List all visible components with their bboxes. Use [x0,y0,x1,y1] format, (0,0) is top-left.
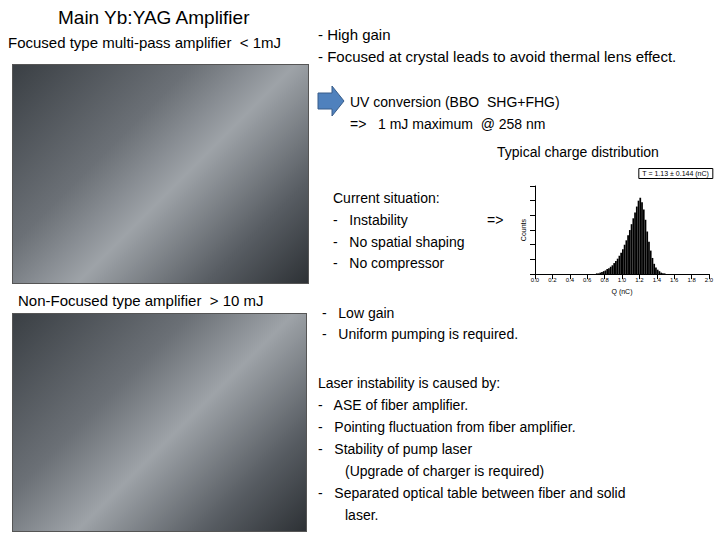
svg-text:1.8: 1.8 [687,277,696,283]
svg-text:0.0: 0.0 [531,277,540,283]
html-text:Main Yb:YAG Amplifier: Main Yb:YAG Amplifier [58,7,250,28]
svg-text:1.0: 1.0 [618,277,627,283]
html-text:- Uniform pumping is required.: - Uniform pumping is required. [322,326,519,342]
svg-text:1.2: 1.2 [635,277,644,283]
html-text:laser.: laser. [345,507,379,523]
html-text:Focused type multi-pass amplif: Focused type multi-pass amplifier < 1mJ [8,34,281,51]
svg-text:0.2: 0.2 [548,277,557,283]
svg-text:T = 1.13 ± 0.144 (nC): T = 1.13 ± 0.144 (nC) [642,170,709,178]
html-text:- Instability: - Instability [333,212,408,228]
html-text:Laser instability is caused by: Laser instability is caused by: [318,375,501,391]
html-text:Typical charge distribution: Typical charge distribution [497,144,659,160]
html-text:=> 1 mJ maximum @ 258 nm: => 1 mJ maximum @ 258 nm [350,116,546,132]
html-text:- Low gain: - Low gain [322,305,395,321]
html-text:- Pointing fluctuation from fi: - Pointing fluctuation from fiber amplif… [318,419,576,435]
svg-text:1.6: 1.6 [670,277,679,283]
html-text:Current situation:: Current situation: [333,190,440,206]
html-text:- No compressor: - No compressor [333,255,445,271]
svg-text:0.8: 0.8 [600,277,609,283]
svg-text:2.0: 2.0 [705,277,714,283]
html-text:- ASE of fiber amplifier.: - ASE of fiber amplifier. [318,397,469,413]
svg-text:0.6: 0.6 [583,277,592,283]
html-text:- No spatial shaping: - No spatial shaping [333,233,465,250]
html-text:Non-Focused type amplifier > 1: Non-Focused type amplifier > 10 mJ [18,292,264,309]
svg-text:Counts: Counts [520,218,527,241]
svg-text:0.4: 0.4 [566,277,575,283]
html-text:- Separated optical table betw: - Separated optical table between fiber … [318,485,626,501]
html-text:- Focused at crystal leads to: - Focused at crystal leads to avoid ther… [318,48,677,65]
html-text:- High gain: - High gain [318,26,391,43]
svg-text:1.4: 1.4 [653,277,662,283]
svg-text:Q (nC): Q (nC) [612,288,633,296]
html-text:- Stability of pump laser: - Stability of pump laser [318,441,473,457]
html-text:(Upgrade of charger is require: (Upgrade of charger is required) [345,463,545,479]
html-text:UV conversion (BBO SHG+FHG): UV conversion (BBO SHG+FHG) [350,94,560,110]
